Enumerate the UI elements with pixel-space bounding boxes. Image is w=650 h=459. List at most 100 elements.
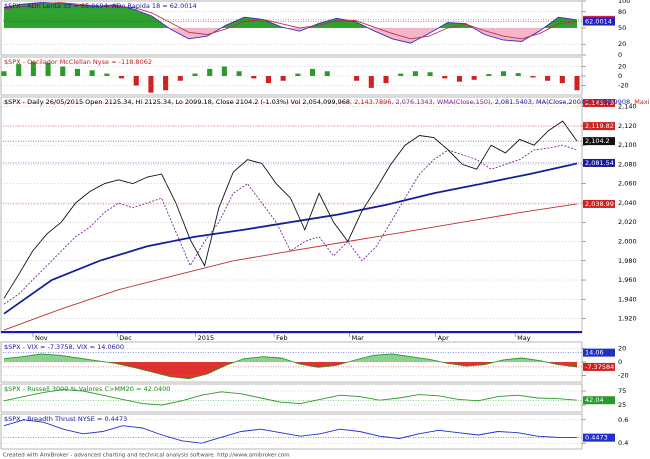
value-badge (583, 362, 615, 371)
area-above (4, 354, 577, 362)
panel-title: $SPX - Daily 26/05/2015 Open 2125.34, Hi… (4, 98, 650, 106)
value-badge (583, 98, 615, 107)
title-part: , 2,143.7896 (350, 98, 391, 106)
hist-bar (192, 73, 198, 76)
y-tick-label: 2,080 (618, 160, 637, 168)
hist-bar (163, 76, 169, 91)
panel-title: $SPX - ADn Lenta 33 = 65.0694, ADn Rapid… (4, 2, 197, 10)
value-badge (583, 433, 615, 442)
y-tick-label: 2,020 (618, 218, 637, 226)
hist-bar (545, 76, 551, 81)
title-part: , 2,081.5403, MA(Close,200) = 2,038.9908 (491, 98, 631, 106)
hist-bar (295, 73, 301, 76)
y-tick-label: 2,100 (618, 141, 637, 149)
value-badge-label: 2,104.2 (585, 137, 610, 145)
hist-bar (74, 68, 81, 76)
panel-title: $SPX - Russell 3000 % Valores C>MM20 = 4… (4, 385, 170, 393)
y-tick-label: 25 (618, 401, 626, 409)
y-tick-label: 1,960 (618, 276, 637, 284)
y-tick-label: 2,000 (618, 237, 637, 245)
series-line (3, 2, 578, 40)
hist-bar (45, 62, 51, 76)
title-part: , Maximo = 2,134.72 (630, 98, 650, 106)
y-tick-label: 0 (618, 358, 622, 366)
value-badge (583, 17, 615, 26)
hist-bar (324, 71, 330, 76)
hist-bar (16, 64, 22, 76)
area-below (4, 28, 577, 44)
value-badge (583, 396, 615, 405)
hist-bar (1, 71, 7, 76)
x-tick-label: Mar (352, 334, 365, 342)
hist-bar (442, 76, 448, 79)
series-line (3, 353, 578, 380)
period-strip (1, 331, 582, 333)
y-tick-label: 2,040 (618, 199, 637, 207)
panel-title: $SPX - Oscilador McClellan Nyse = -118.8… (4, 58, 152, 66)
hist-bar (236, 71, 242, 76)
hist-bar (89, 70, 95, 76)
hist-bar (427, 72, 433, 76)
y-tick-label: 20 (618, 63, 626, 71)
x-tick-label: Apr (438, 334, 450, 342)
x-tick-label: Dec (119, 334, 132, 342)
value-badge-label: 2,038.99 (585, 200, 614, 208)
hist-bar (30, 61, 36, 76)
hist-bar (221, 66, 227, 76)
y-tick-label: 0 (618, 72, 622, 80)
value-badge-label: 2,143.79 (585, 99, 614, 107)
y-tick-label: 0 (618, 51, 622, 59)
y-tick-label: 2,120 (618, 122, 637, 130)
hist-bar (354, 76, 360, 81)
hist-bar (500, 71, 507, 76)
hist-bar (530, 76, 536, 78)
panel-title: $SPX - Breadth Thrust NYSE = 0.4473 (4, 415, 127, 423)
value-badge-label: 2,081.54 (585, 159, 614, 167)
panel-frame (0, 383, 583, 413)
x-tick-label: May (517, 334, 531, 342)
value-badge-label: 14.06 (585, 349, 604, 357)
x-tick-label: Nov (35, 334, 48, 342)
x-tick-label: Feb (276, 334, 288, 342)
panel-plot (3, 352, 582, 380)
hist-bar (133, 76, 139, 86)
y-tick-label: 0.6 (618, 416, 628, 424)
footer: Created with AmiBroker - advanced charti… (3, 453, 290, 459)
y-tick-label: 2,140 (618, 103, 637, 111)
hist-bar (368, 76, 374, 88)
y-tick-label: 20 (618, 40, 626, 48)
hist-bar (383, 76, 389, 84)
hist-bar (280, 76, 286, 81)
hist-bar (207, 68, 213, 76)
hist-bar (118, 76, 125, 79)
hist-bar (309, 68, 316, 76)
y-tick-label: 50 (618, 24, 626, 32)
y-tick-label: 100 (618, 0, 630, 5)
value-badge (583, 122, 615, 131)
series-line (3, 419, 578, 444)
value-badge (583, 199, 615, 208)
y-tick-label: 2,060 (618, 180, 637, 188)
hist-bar (559, 76, 565, 84)
value-badge-label: 0.4473 (585, 434, 608, 442)
value-badge-label: -7.37584 (585, 363, 614, 371)
y-tick-label: 75 (618, 387, 626, 395)
y-tick-label: 1,920 (618, 315, 637, 323)
hist-bar (574, 76, 580, 91)
title-part: , 2,076.1343, WMA(Close,150) (391, 98, 490, 106)
title-part: $SPX - Daily 26/05/2015 Open 2125.34, Hi… (4, 98, 350, 106)
y-tick-label: -20 (618, 371, 629, 379)
series-line (3, 203, 578, 331)
y-tick-label: 20 (618, 345, 626, 353)
hist-bar (456, 76, 463, 82)
value-badge (583, 158, 615, 167)
hist-bar (398, 73, 404, 76)
area-above (4, 2, 577, 28)
panel-frame (0, 96, 583, 334)
y-tick-label: 0.4 (618, 439, 628, 447)
panel-plot (3, 2, 582, 44)
hist-bar (265, 76, 272, 84)
panel-plot (3, 389, 582, 406)
hist-bar (251, 76, 257, 79)
